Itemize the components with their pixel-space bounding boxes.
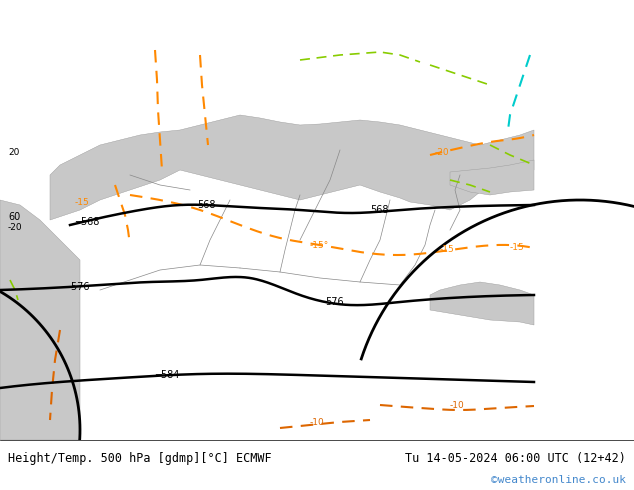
Text: Height/Temp. 500 hPa [gdmp][°C] ECMWF: Height/Temp. 500 hPa [gdmp][°C] ECMWF [8,451,271,465]
Polygon shape [450,160,534,195]
Text: -20: -20 [435,148,450,157]
Text: -20: -20 [8,223,23,232]
Text: 568: 568 [197,200,216,210]
Text: ─584: ─584 [155,370,179,380]
Text: -15: -15 [510,243,525,252]
Text: -10: -10 [450,401,465,410]
Text: ©weatheronline.co.uk: ©weatheronline.co.uk [491,475,626,485]
Text: 20: 20 [8,148,20,157]
Text: ─576: ─576 [65,282,89,292]
Text: Tu 14-05-2024 06:00 UTC (12+42): Tu 14-05-2024 06:00 UTC (12+42) [405,451,626,465]
Text: 60: 60 [8,212,20,222]
Text: -15: -15 [440,245,455,254]
Text: 568: 568 [370,205,389,215]
Polygon shape [0,200,80,440]
Polygon shape [50,115,534,220]
Text: -10: -10 [310,418,325,427]
Text: ─568: ─568 [75,217,100,227]
Text: -15°: -15° [310,241,329,250]
Text: -15: -15 [75,198,90,207]
Polygon shape [430,282,534,325]
Text: 576: 576 [325,297,344,307]
